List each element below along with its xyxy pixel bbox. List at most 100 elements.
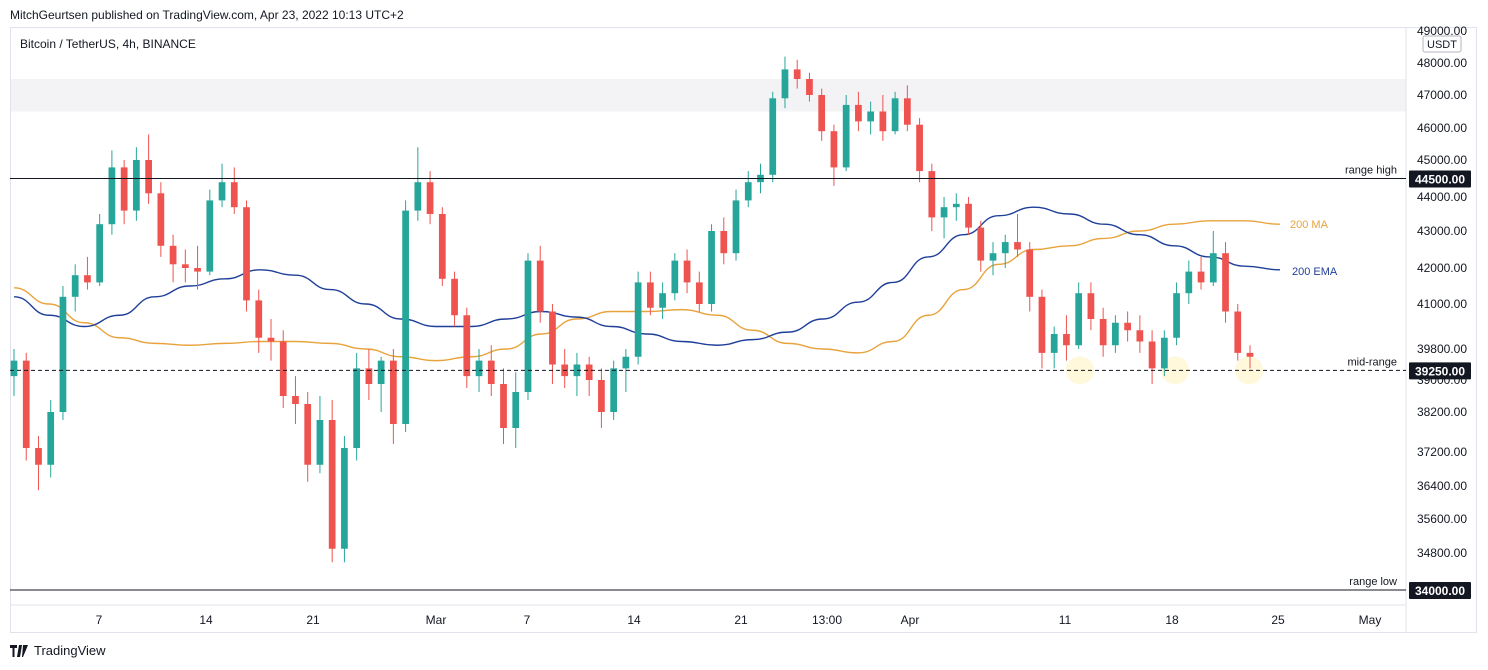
x-tick-label: 21 [306,613,320,627]
candle [989,242,997,276]
candle-body [316,420,324,465]
candle [414,147,422,221]
candle-body [22,360,30,448]
candle [1038,289,1046,369]
candle-body [989,253,997,261]
candle-body [659,293,666,308]
candle [365,349,373,400]
publisher-info: MitchGeurtsen published on TradingView.c… [10,8,404,22]
candle [977,220,985,272]
candle [695,271,703,312]
candle [842,95,850,172]
candle-body [830,131,838,168]
y-tick-label: 41000.00 [1417,297,1467,311]
candle-body [634,282,642,357]
candle-body [341,448,348,549]
ema-label: 200 EMA [1292,266,1338,278]
candle-body [903,98,911,125]
candle [96,214,104,286]
y-tick-label: 44000.00 [1417,190,1467,204]
candle-body [475,360,483,377]
y-tick-label: 43000.00 [1417,224,1467,238]
resistance-zone [11,79,1406,112]
candle-body [916,124,923,172]
candle [720,217,728,265]
candle [891,91,899,135]
candle-body [426,182,434,214]
candle [708,224,715,312]
x-tick-label: 7 [96,613,103,627]
candle-body [292,396,299,404]
candle [181,249,189,283]
candle [59,286,67,420]
y-tick-label: 46000.00 [1417,121,1467,135]
ma-200-line [13,220,1281,362]
candle [1197,256,1205,290]
candle-body [891,98,899,132]
candle-body [549,311,556,365]
candle [965,197,972,235]
footer: TradingView [10,643,106,658]
candle-body [328,420,336,549]
candle [1001,234,1009,268]
candle [1246,345,1254,369]
candle [1075,282,1083,349]
candle-body [940,207,948,218]
candle-body [573,364,581,377]
candle-body [952,203,960,208]
candle-body [744,182,752,201]
candle [536,245,544,323]
y-tick-label: 45000.00 [1417,153,1467,167]
candle [903,85,911,132]
candle [1050,326,1058,369]
candle [353,352,361,461]
candle [218,163,226,208]
candle-body [243,207,250,301]
candle-body [145,160,152,194]
candle-body [463,315,471,377]
candle [1099,307,1107,357]
support-highlight [1066,356,1094,385]
candle-body [671,260,679,294]
candle-body [194,268,201,272]
candle [71,264,79,312]
y-tick-label: 42000.00 [1417,261,1467,275]
candle [243,200,250,312]
candle-body [451,278,458,316]
candle [1209,231,1217,286]
candle-body [414,182,422,211]
candle [487,345,495,396]
candle-body [304,404,312,465]
candle-body [524,260,532,392]
candle [549,304,556,384]
x-tick-label: May [1359,613,1382,627]
candle-body [390,360,397,424]
currency-label: USDT [1427,39,1457,51]
candle [451,271,458,327]
candle-body [683,260,691,283]
candle-body [108,167,116,225]
candle-body [793,69,801,79]
candle [512,372,520,448]
candle-body [842,104,850,168]
candle [573,352,581,396]
candle [438,207,446,286]
candle-body [157,193,165,246]
candle-body [47,412,55,465]
candle [830,124,838,186]
y-tick-label: 34800.00 [1417,546,1467,560]
candle-body [879,111,887,132]
x-tick-label: 14 [627,613,641,627]
candle [1185,260,1193,304]
candle [732,189,740,261]
candle [10,349,18,396]
candle-body [59,296,67,412]
level-label: mid-range [1347,356,1397,368]
candle-body [181,264,189,268]
candle [341,436,348,563]
y-tick-label: 35600.00 [1417,512,1467,526]
candle-body [1222,253,1229,312]
candle-body [279,341,287,396]
candle [267,319,275,361]
